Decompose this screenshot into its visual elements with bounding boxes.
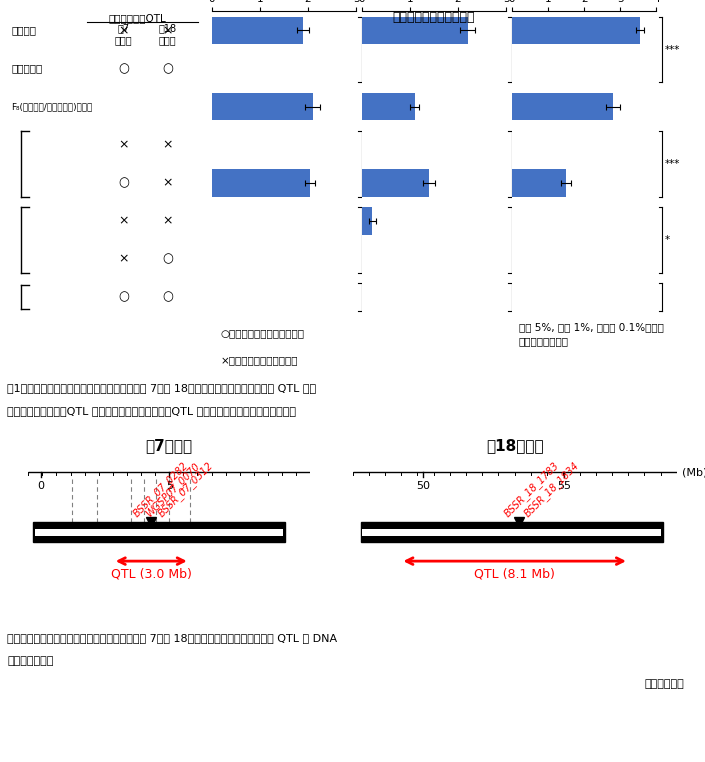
Bar bbox=[212, 169, 310, 197]
Bar bbox=[362, 17, 467, 44]
Text: ○: ○ bbox=[162, 290, 173, 304]
Text: ×：「納豆小粒」型（弱）: ×：「納豆小粒」型（弱） bbox=[220, 355, 298, 366]
Text: ○：「タチナガハ」型（強）: ○：「タチナガハ」型（強） bbox=[220, 328, 305, 338]
Text: ×: × bbox=[163, 24, 173, 37]
Text: BSSR_07_0312: BSSR_07_0312 bbox=[157, 460, 216, 519]
Text: ×: × bbox=[163, 176, 173, 190]
Text: の効果。系統対は、QTL 領域以外の背景は共通で、QTL 領域のみが異なる２系統のこと。: の効果。系統対は、QTL 領域以外の背景は共通で、QTL 領域のみが異なる２系統… bbox=[7, 406, 296, 416]
Text: 第18染色体: 第18染色体 bbox=[486, 438, 544, 453]
Text: **: ** bbox=[515, 158, 525, 169]
Text: F₈(納豆小粒/タチナガハ)系統対: F₈(納豆小粒/タチナガハ)系統対 bbox=[11, 102, 92, 111]
Text: ○: ○ bbox=[118, 62, 129, 75]
Text: **: ** bbox=[515, 235, 525, 245]
Bar bbox=[35, 529, 283, 536]
Text: QTL (8.1 Mb): QTL (8.1 Mb) bbox=[474, 568, 555, 581]
Text: ○: ○ bbox=[162, 252, 173, 266]
Bar bbox=[512, 17, 640, 44]
Bar bbox=[33, 522, 285, 543]
Text: QTL (3.0 Mb): QTL (3.0 Mb) bbox=[111, 568, 192, 581]
Text: 0: 0 bbox=[37, 481, 44, 491]
Text: ○: ○ bbox=[118, 290, 129, 304]
Text: 図1　関東、東北地方で抵抗性を付与できる第 7、第 18染色体のダイズべと病抵抗性 QTL とそ: 図1 関東、東北地方で抵抗性を付与できる第 7、第 18染色体のダイズべと病抵抗… bbox=[7, 383, 316, 393]
Text: 各試験地での病斑スコア: 各試験地での病斑スコア bbox=[393, 11, 475, 24]
Text: 納豆小粒: 納豆小粒 bbox=[11, 25, 36, 36]
Text: マーカーの位置: マーカーの位置 bbox=[7, 656, 54, 666]
Text: ***: *** bbox=[665, 158, 680, 169]
Text: べと病抵抗性QTL: べと病抵抗性QTL bbox=[109, 13, 166, 23]
Text: WGSP07_0070: WGSP07_0070 bbox=[144, 461, 202, 519]
Text: ***: *** bbox=[364, 44, 380, 55]
Text: 50: 50 bbox=[416, 481, 430, 491]
Bar bbox=[212, 93, 313, 120]
Text: (Mb): (Mb) bbox=[682, 467, 705, 478]
Bar bbox=[361, 522, 663, 543]
Text: 第7
染色体: 第7 染色体 bbox=[115, 24, 133, 45]
Text: タチナガハ: タチナガハ bbox=[11, 63, 42, 74]
Text: BSSR_07_0282: BSSR_07_0282 bbox=[130, 460, 190, 519]
Text: ○: ○ bbox=[118, 176, 129, 190]
Bar bbox=[362, 93, 415, 120]
Text: ×: × bbox=[118, 138, 129, 152]
Text: 55: 55 bbox=[557, 481, 571, 491]
Text: *: * bbox=[665, 235, 670, 245]
Text: ×: × bbox=[118, 24, 129, 37]
Text: ***: *** bbox=[665, 44, 680, 55]
Text: 第18
染色体: 第18 染色体 bbox=[159, 24, 177, 45]
Bar bbox=[512, 93, 613, 120]
Bar bbox=[362, 529, 661, 536]
Text: ×: × bbox=[163, 138, 173, 152]
Text: BSSR_18_1783: BSSR_18_1783 bbox=[502, 460, 561, 519]
Bar bbox=[212, 17, 303, 44]
Text: ***: *** bbox=[364, 235, 380, 245]
Text: ***: *** bbox=[364, 158, 380, 169]
Bar bbox=[362, 169, 429, 197]
Text: 5: 5 bbox=[166, 481, 173, 491]
Text: ×: × bbox=[118, 214, 129, 228]
Text: BSSR_18_1834: BSSR_18_1834 bbox=[522, 460, 581, 519]
Text: ×: × bbox=[163, 214, 173, 228]
Text: 第7染色体: 第7染色体 bbox=[146, 438, 192, 453]
Text: 図２　関東、東北地方で抵抗性を付与できる第 7、第 18染色体のダイズべと病抵抗性 QTL と DNA: 図２ 関東、東北地方で抵抗性を付与できる第 7、第 18染色体のダイズべと病抵抗… bbox=[7, 633, 337, 643]
Bar bbox=[362, 207, 372, 235]
Text: ×: × bbox=[118, 252, 129, 266]
Text: ○: ○ bbox=[162, 62, 173, 75]
Bar bbox=[512, 169, 566, 197]
Text: ***: *** bbox=[515, 44, 530, 55]
Text: （＊ 5%, ＊＊ 1%, ＊＊＊ 0.1%有意）
誤差線は標準誤差: （＊ 5%, ＊＊ 1%, ＊＊＊ 0.1%有意） 誤差線は標準誤差 bbox=[519, 322, 663, 346]
Text: （田口文緒）: （田口文緒） bbox=[644, 679, 684, 689]
